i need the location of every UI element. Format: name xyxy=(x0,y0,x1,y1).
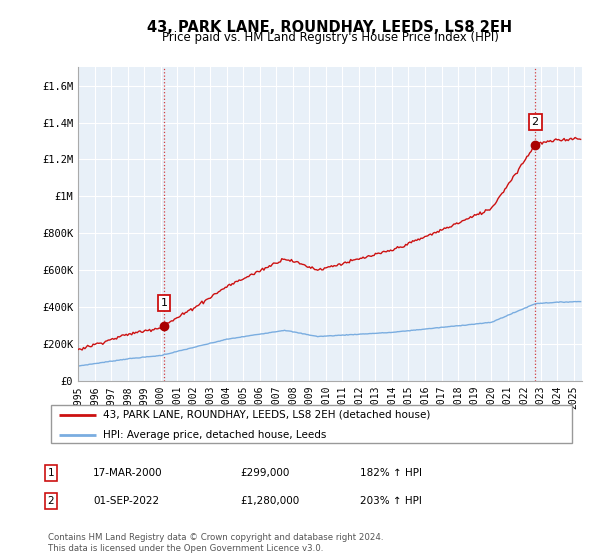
Text: 2: 2 xyxy=(47,496,55,506)
Text: 17-MAR-2000: 17-MAR-2000 xyxy=(93,468,163,478)
Text: £1,280,000: £1,280,000 xyxy=(240,496,299,506)
Text: 203% ↑ HPI: 203% ↑ HPI xyxy=(360,496,422,506)
Text: 1: 1 xyxy=(47,468,55,478)
Text: HPI: Average price, detached house, Leeds: HPI: Average price, detached house, Leed… xyxy=(103,430,327,440)
Text: 182% ↑ HPI: 182% ↑ HPI xyxy=(360,468,422,478)
FancyBboxPatch shape xyxy=(50,405,572,443)
Text: Contains HM Land Registry data © Crown copyright and database right 2024.
This d: Contains HM Land Registry data © Crown c… xyxy=(48,533,383,553)
Text: 1: 1 xyxy=(161,298,167,308)
Text: £299,000: £299,000 xyxy=(240,468,289,478)
Text: 43, PARK LANE, ROUNDHAY, LEEDS, LS8 2EH: 43, PARK LANE, ROUNDHAY, LEEDS, LS8 2EH xyxy=(148,20,512,35)
Text: Price paid vs. HM Land Registry's House Price Index (HPI): Price paid vs. HM Land Registry's House … xyxy=(161,31,499,44)
Text: 2: 2 xyxy=(532,117,539,127)
Text: 43, PARK LANE, ROUNDHAY, LEEDS, LS8 2EH (detached house): 43, PARK LANE, ROUNDHAY, LEEDS, LS8 2EH … xyxy=(103,410,431,420)
Text: 01-SEP-2022: 01-SEP-2022 xyxy=(93,496,159,506)
